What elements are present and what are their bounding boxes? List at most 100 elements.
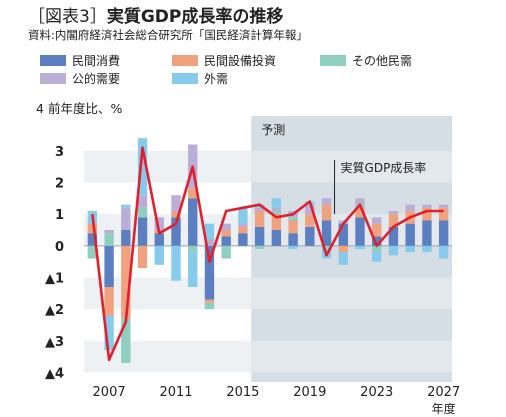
bar-public-demand (254, 207, 265, 211)
bar-private-consumption (405, 223, 415, 246)
legend-item-private-consumption: 民間消費 (40, 52, 120, 69)
bar-other-private (221, 245, 231, 259)
source-note: 資料:内閣府経済社会総合研究所「国民経済計算年報」 (28, 28, 308, 42)
bar-external-demand (188, 252, 198, 287)
bar-private-consumption (121, 230, 131, 246)
bar-public-demand (154, 217, 164, 230)
legend-swatch-other-private (320, 55, 346, 66)
bar-private-capex (288, 220, 298, 234)
bar-private-consumption (104, 245, 114, 287)
bar-public-demand (271, 207, 282, 211)
bar-public-demand (238, 223, 248, 227)
bar-public-demand (137, 195, 148, 208)
chart-title: ［図表3］実質GDP成長率の推移 (28, 2, 283, 27)
x-tick-label: 2011 (159, 385, 192, 400)
bar-private-consumption (355, 217, 365, 246)
bar-private-consumption (271, 230, 282, 246)
y-tick-label: ▲2 (45, 303, 64, 318)
title-text: 実質GDP成長率の推移 (106, 7, 284, 27)
bar-private-capex (422, 207, 432, 221)
bar-public-demand (422, 204, 432, 208)
bar-private-capex (338, 245, 348, 253)
bar-private-consumption (438, 220, 449, 246)
bar-private-consumption (204, 245, 215, 300)
bar-public-demand (305, 204, 315, 215)
bar-other-private (372, 245, 382, 253)
legend-label-public-demand: 公的需要 (72, 72, 121, 86)
bar-public-demand (104, 230, 114, 234)
legend-item-external-demand: 外需 (172, 70, 228, 87)
bar-other-private (137, 207, 148, 218)
gdp-line-label: 実質GDP成長率 (341, 160, 427, 175)
y-axis-unit-label: 4 前年度比、% (36, 98, 122, 117)
legend-label-other-private: その他民需 (352, 54, 413, 68)
bar-external-demand (422, 245, 432, 253)
bar-public-demand (171, 195, 181, 211)
bar-external-demand (405, 245, 415, 253)
x-tick-label: 2019 (293, 385, 326, 400)
bar-private-consumption (288, 233, 298, 246)
bar-private-consumption (238, 233, 248, 246)
legend-swatch-private-capex (172, 55, 198, 66)
x-tick-label: 2015 (226, 385, 259, 400)
y-tick-label: 3 (55, 145, 64, 160)
bar-private-capex (321, 204, 332, 221)
forecast-grid-band (251, 214, 452, 246)
bar-private-capex (104, 287, 114, 316)
bar-other-private (288, 217, 298, 221)
bar-external-demand (338, 252, 348, 265)
bar-external-demand (104, 315, 114, 351)
y-tick-label: ▲1 (45, 272, 64, 287)
bar-public-demand (321, 198, 332, 205)
x-axis-unit: 年度 (432, 401, 456, 416)
bar-external-demand (288, 245, 298, 249)
x-tick-label: 2027 (427, 385, 460, 400)
bar-external-demand (372, 252, 382, 262)
bar-private-consumption (338, 223, 348, 246)
bar-public-demand (221, 223, 231, 230)
y-axis-top-tick: 4 (36, 101, 44, 116)
bar-other-private (87, 245, 98, 259)
bar-private-capex (238, 226, 248, 234)
y-axis-unit: 前年度比、% (47, 101, 123, 116)
bar-private-consumption (321, 220, 332, 246)
bar-private-consumption (221, 236, 231, 246)
bar-external-demand (238, 207, 248, 224)
bar-private-capex (438, 207, 449, 221)
forecast-label: 予測 (261, 123, 285, 137)
bar-external-demand (171, 245, 181, 281)
bar-private-consumption (305, 226, 315, 246)
bar-private-capex (271, 214, 282, 230)
bar-external-demand (154, 245, 164, 265)
forecast-grid-band (251, 150, 452, 183)
y-tick-label: ▲4 (45, 367, 64, 382)
bar-other-private (254, 245, 265, 249)
bar-private-capex (388, 214, 399, 227)
bar-public-demand (204, 239, 215, 246)
bar-external-demand (438, 245, 449, 259)
bar-private-capex (305, 214, 315, 227)
bar-public-demand (438, 204, 449, 208)
bar-external-demand (388, 245, 399, 256)
legend-label-private-consumption: 民間消費 (72, 54, 121, 68)
bar-private-consumption (388, 226, 399, 246)
legend-item-other-private: その他民需 (320, 52, 412, 69)
bar-private-capex (372, 223, 382, 237)
bar-private-consumption (87, 233, 98, 246)
bar-private-capex (171, 211, 181, 218)
bar-private-consumption (188, 198, 198, 246)
legend-swatch-public-demand (40, 73, 66, 84)
bar-external-demand (204, 223, 215, 240)
gdp-growth-line (91, 146, 444, 362)
bar-private-consumption (422, 220, 432, 246)
bar-private-capex (221, 230, 231, 237)
bar-private-capex (137, 245, 148, 268)
legend-label-external-demand: 外需 (204, 72, 229, 86)
bar-private-consumption (154, 233, 164, 246)
bar-other-private (204, 302, 215, 310)
bar-public-demand (121, 207, 131, 230)
bar-private-capex (87, 223, 98, 234)
bar-other-private (271, 211, 282, 215)
figure-number: ［図表3］ (28, 7, 107, 27)
